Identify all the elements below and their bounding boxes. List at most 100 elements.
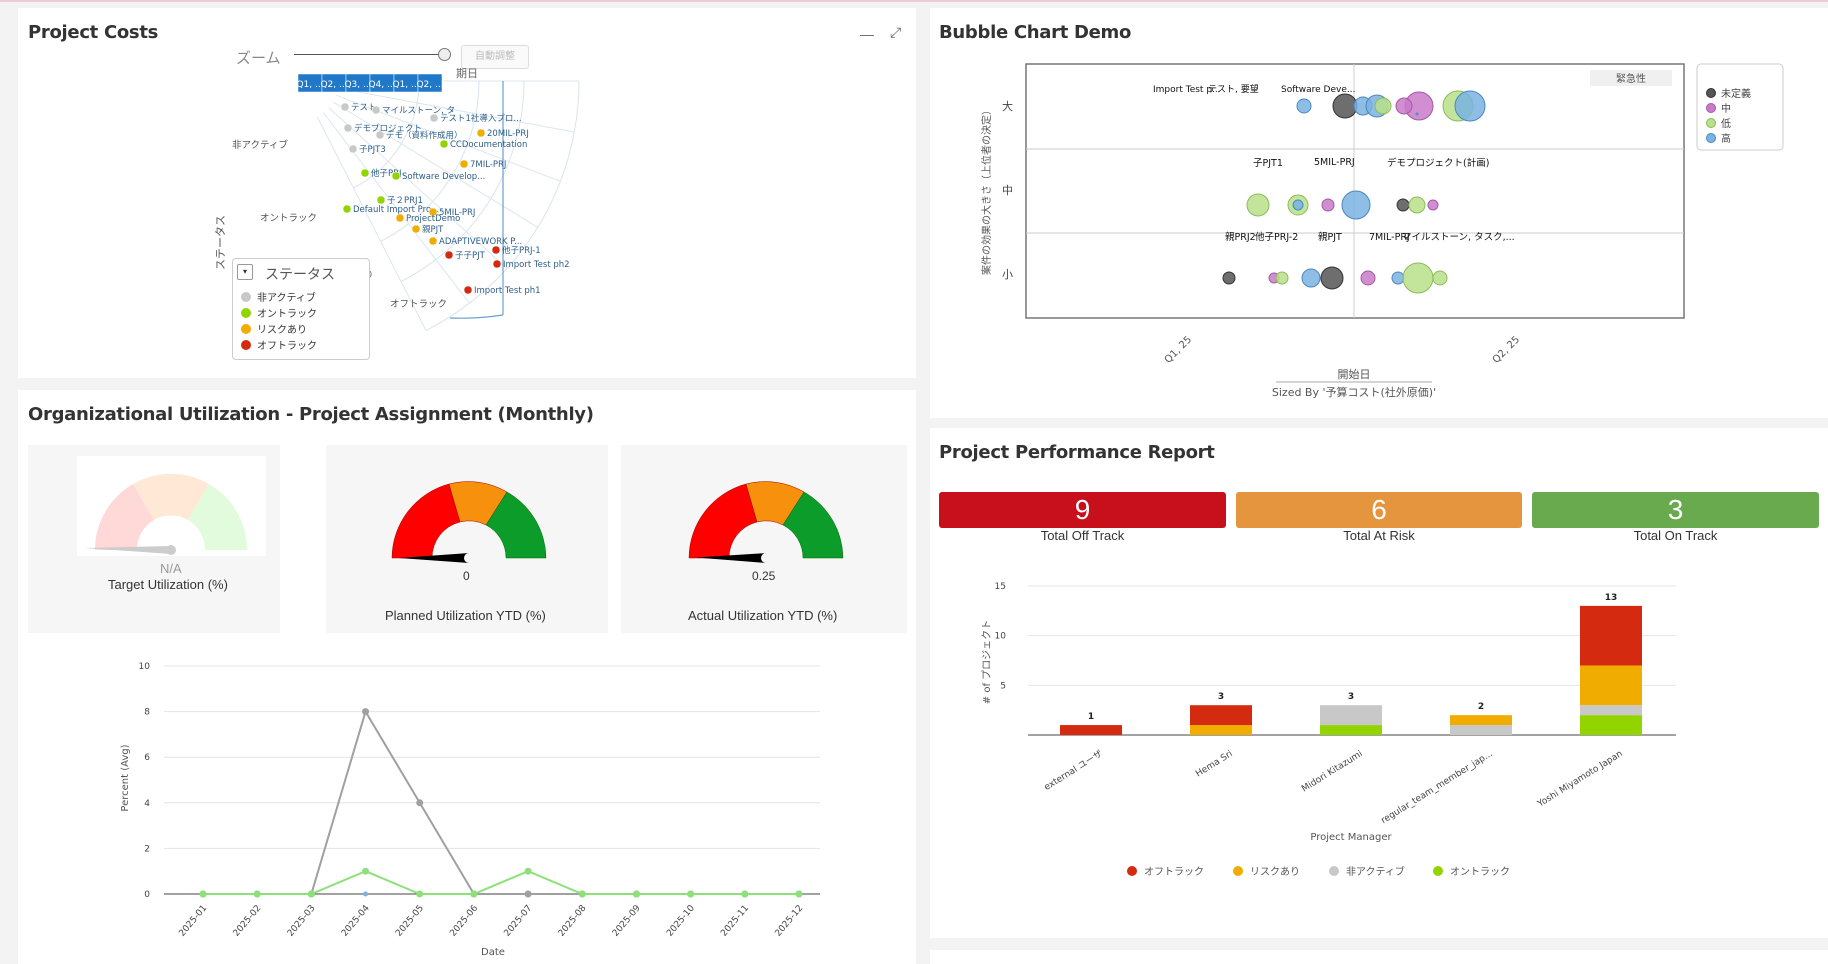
project-point[interactable]: 他子PRJ (360, 168, 402, 179)
project-point[interactable]: ProjectDemo (395, 213, 460, 224)
bubble[interactable] (1296, 98, 1312, 114)
series-point[interactable] (416, 799, 424, 807)
kpi-on-track[interactable]: 3 (1532, 492, 1819, 528)
sized-by-label: Sized By '予算コスト(社外原価)' (1272, 385, 1436, 399)
bar-segment-on[interactable] (1320, 725, 1382, 735)
bubble[interactable] (1396, 198, 1410, 212)
project-point[interactable]: Software Develop... (391, 171, 485, 182)
bubble[interactable] (1427, 199, 1439, 211)
y-tick: 8 (144, 708, 150, 718)
bubble[interactable] (1321, 198, 1335, 212)
project-point[interactable]: 7MIL-PRJ (459, 159, 506, 170)
bubble[interactable] (1246, 193, 1270, 217)
bubble-label: テスト, 要望 (1208, 83, 1259, 95)
project-point[interactable]: Import Test ph1 (463, 285, 541, 296)
bubble[interactable] (1408, 196, 1426, 214)
bubble[interactable] (1395, 97, 1413, 115)
svg-text:Q4, ...: Q4, ... (368, 80, 395, 90)
bar-segment-inactive[interactable] (1580, 705, 1642, 716)
project-point[interactable]: CCDocumentation (439, 139, 527, 150)
legend-item-off[interactable]: オフトラック (241, 337, 317, 352)
bar-segment-off[interactable] (1060, 725, 1122, 735)
project-point[interactable]: テスト1社導入プロ... (429, 113, 522, 124)
y-level-large: 大 (1002, 99, 1013, 113)
bubble[interactable] (1432, 270, 1448, 286)
bar-legend-item-inactive[interactable]: 非アクティブ (1329, 865, 1405, 878)
bubble[interactable] (1415, 112, 1419, 116)
bubble[interactable] (1341, 190, 1371, 220)
bar-segment-risk[interactable] (1450, 715, 1512, 726)
series-point[interactable] (741, 890, 749, 898)
series-point[interactable] (795, 890, 803, 898)
series-point[interactable] (524, 867, 532, 875)
bubble[interactable] (1275, 271, 1289, 285)
project-point[interactable]: 5MIL-PRJ (428, 207, 475, 218)
bubble[interactable] (1222, 271, 1236, 285)
legend-collapse-button[interactable]: ▾ (237, 264, 253, 280)
line-chart-xlabel: Date (481, 947, 505, 958)
project-point[interactable]: 20MIL-PRJ (476, 128, 529, 139)
urgency-legend-tag-bg (1590, 70, 1672, 86)
kpi-at-risk[interactable]: 6 (1236, 492, 1522, 528)
svg-text:子２PRJ1: 子２PRJ1 (387, 196, 423, 206)
bar-legend-item-on[interactable]: オントラック (1433, 866, 1510, 878)
legend-item-inactive[interactable]: 非アクティブ (241, 289, 316, 304)
bubble[interactable] (1454, 90, 1486, 122)
bubble[interactable] (1320, 266, 1344, 290)
project-point[interactable]: 子子PJT (444, 250, 486, 261)
series-point[interactable] (524, 890, 532, 898)
project-point[interactable]: 他子PRJ-1 (491, 245, 541, 256)
bar-legend-item-off[interactable]: オフトラック (1127, 866, 1204, 878)
series-line-green (203, 870, 799, 895)
svg-text:未定義: 未定義 (1721, 87, 1751, 100)
bar-segment-risk[interactable] (1580, 665, 1642, 706)
x-tick: 2025-03 (286, 904, 318, 939)
series-point[interactable] (199, 890, 207, 898)
bubble[interactable] (1391, 271, 1405, 285)
legend-item-on[interactable]: オントラック (241, 305, 317, 320)
series-point[interactable] (687, 890, 695, 898)
series-point[interactable] (362, 867, 370, 875)
series-point[interactable] (416, 890, 424, 898)
bubble[interactable] (1332, 93, 1358, 119)
series-point[interactable] (632, 890, 640, 898)
project-point[interactable]: 子PJT3 (348, 144, 386, 155)
line-chart-grid: 0 2 4 6 8 10 (139, 662, 820, 900)
bar-segment-off[interactable] (1190, 705, 1252, 726)
project-point[interactable]: ADAPTIVEWORK P... (428, 236, 522, 247)
bar-legend-item-risk[interactable]: リスクあり (1233, 866, 1300, 878)
series-point[interactable] (362, 708, 370, 716)
project-point[interactable]: テスト (340, 102, 377, 113)
project-point[interactable]: デモプロジェクト (343, 123, 422, 134)
series-point[interactable] (470, 890, 478, 898)
bar-segment-on[interactable] (1580, 715, 1642, 735)
bubble[interactable] (1292, 199, 1304, 211)
bar-segment-inactive[interactable] (1320, 705, 1382, 726)
project-point[interactable]: マイルストーン, タ (371, 105, 455, 116)
expand-icon[interactable]: ⤢ (890, 24, 902, 40)
project-point[interactable]: 親PJT (411, 224, 444, 235)
bar-segment-risk[interactable] (1190, 725, 1252, 735)
series-point[interactable] (578, 890, 586, 898)
project-point[interactable]: 子２PRJ1 (376, 195, 423, 206)
auto-adjust-button[interactable]: 自動調整 (461, 45, 529, 69)
project-point[interactable]: Import Test ph2 (492, 259, 570, 270)
bubble[interactable] (1301, 268, 1321, 288)
zoom-slider-handle[interactable] (438, 48, 451, 61)
bubble-legend-item-mid: 中 (1706, 102, 1731, 115)
bar-segment-off[interactable] (1580, 605, 1642, 666)
series-point[interactable] (307, 890, 315, 898)
series-point[interactable] (253, 890, 261, 898)
kpi-off-track[interactable]: 9 (939, 492, 1226, 528)
project-point[interactable]: Default Import Pro... (342, 204, 439, 215)
legend-item-risk[interactable]: リスクあり (241, 321, 307, 336)
bar-segment-inactive[interactable] (1450, 725, 1512, 735)
bubble[interactable] (1402, 262, 1434, 294)
zoom-slider-track[interactable] (294, 54, 444, 55)
minimize-icon[interactable]: — (860, 26, 874, 42)
bubble[interactable] (1374, 97, 1392, 115)
bubble[interactable] (1360, 270, 1376, 286)
x-tick-q2: Q2, 25 (1491, 334, 1522, 365)
project-point[interactable]: デモ（資料作成用） (375, 130, 463, 141)
